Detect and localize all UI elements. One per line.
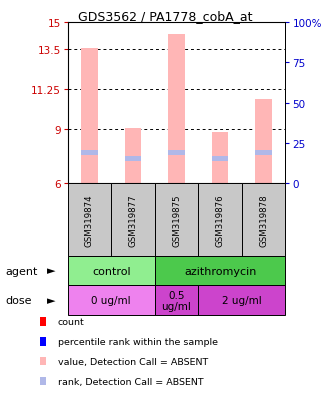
Text: dose: dose (5, 296, 31, 306)
Text: 0.5
ug/ml: 0.5 ug/ml (162, 290, 191, 311)
Bar (81, 49, 98, 184)
Bar (212, 133, 228, 184)
Text: GDS3562 / PA1778_cobA_at: GDS3562 / PA1778_cobA_at (78, 10, 252, 23)
Text: GSM319878: GSM319878 (259, 194, 268, 246)
Text: 2 ug/ml: 2 ug/ml (222, 296, 262, 306)
Bar (168, 150, 185, 155)
Text: azithromycin: azithromycin (184, 266, 256, 276)
Text: GSM319877: GSM319877 (128, 194, 138, 246)
Text: GSM319875: GSM319875 (172, 194, 181, 246)
Text: percentile rank within the sample: percentile rank within the sample (58, 337, 218, 346)
Text: count: count (58, 317, 84, 326)
Bar (125, 128, 141, 184)
Text: GSM319876: GSM319876 (215, 194, 225, 246)
Bar (255, 100, 272, 184)
Text: value, Detection Call = ABSENT: value, Detection Call = ABSENT (58, 357, 208, 366)
Bar (125, 157, 141, 161)
Text: ►: ► (47, 266, 55, 276)
Text: control: control (92, 266, 131, 276)
Bar (212, 157, 228, 161)
Text: ►: ► (47, 296, 55, 306)
Bar (255, 151, 272, 156)
Text: 0 ug/ml: 0 ug/ml (91, 296, 131, 306)
Text: rank, Detection Call = ABSENT: rank, Detection Call = ABSENT (58, 377, 203, 386)
Text: agent: agent (5, 266, 37, 276)
Bar (81, 151, 98, 156)
Bar (168, 35, 185, 184)
Text: GSM319874: GSM319874 (85, 194, 94, 246)
